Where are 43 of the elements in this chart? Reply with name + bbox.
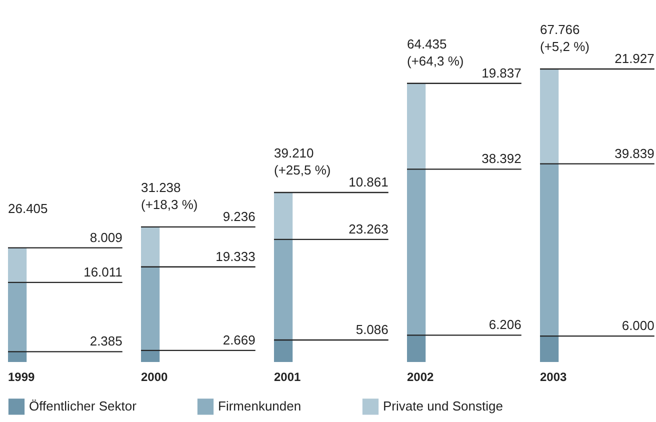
- legend-label: Firmenkunden: [218, 398, 302, 414]
- total-label: 64.435 (+64,3 %): [407, 36, 464, 68]
- bar: [8, 282, 27, 352]
- x-tick-label: 2003: [540, 370, 568, 384]
- bar: [141, 266, 160, 350]
- data-label: 6.000: [622, 318, 654, 334]
- x-tick-label: 1999: [8, 370, 36, 384]
- data-label: 39.839: [614, 146, 654, 161]
- data-label: 16.011: [84, 264, 122, 280]
- data-label: 19.837: [482, 65, 522, 80]
- data-label: 2.385: [90, 334, 122, 349]
- total-label: 26.405: [8, 200, 48, 216]
- bar: [274, 340, 293, 362]
- legend-label: Private und Sonstige: [383, 398, 503, 414]
- x-tick-label: 2001: [274, 370, 302, 384]
- bar: [8, 248, 27, 282]
- total-label: 39.210 (+25,5 %): [274, 145, 331, 178]
- total-label: 31.238 (+18,3 %): [141, 180, 198, 212]
- legend-label: Öffentlicher Sektor: [29, 398, 138, 414]
- bar: [407, 169, 426, 336]
- data-label: 6.206: [488, 317, 522, 332]
- bar: [540, 336, 559, 362]
- bar: [141, 350, 160, 362]
- data-label: 10.861: [348, 174, 388, 190]
- data-label: 19.333: [216, 248, 256, 264]
- bar: [540, 164, 559, 336]
- data-label: 5.086: [356, 322, 388, 338]
- data-label: 8.009: [90, 230, 122, 245]
- bar: [141, 226, 160, 267]
- bar: [407, 335, 426, 362]
- bar: [274, 192, 293, 240]
- data-label: 38.392: [482, 151, 522, 166]
- bar: [8, 352, 27, 362]
- bar: [540, 69, 559, 164]
- x-tick-label: 2000: [141, 370, 168, 384]
- data-label: 23.263: [348, 221, 388, 236]
- x-tick-label: 2002: [407, 370, 434, 384]
- data-label: 21.927: [614, 51, 654, 66]
- total-label: 67.766 (+5,2 %): [540, 22, 590, 54]
- data-label: 9.236: [222, 208, 256, 224]
- data-label: 2.669: [222, 332, 256, 348]
- bar: [274, 239, 293, 340]
- bar: [407, 83, 426, 170]
